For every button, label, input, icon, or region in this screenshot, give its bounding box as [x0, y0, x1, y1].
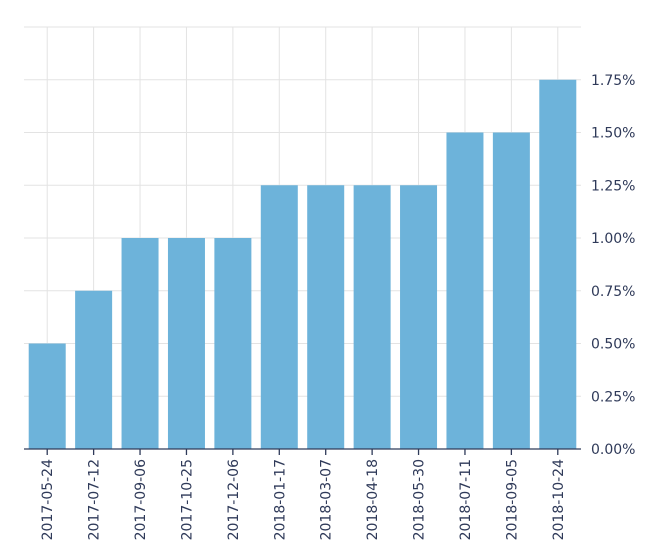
bar-layer — [28, 79, 577, 449]
x-tick-label: 2018-07-11 — [458, 459, 474, 540]
bar-2018-03-07 — [307, 185, 345, 449]
y-tick-label: 1.75% — [591, 73, 635, 89]
x-tick-label: 2017-10-25 — [179, 459, 195, 540]
x-tick-label: 2018-10-24 — [551, 459, 567, 540]
label-layer: 2017-05-24 2017-07-12 2017-09-06 2017-10-25… — [40, 73, 635, 541]
bar-2018-10-24 — [539, 79, 577, 449]
bar-2018-04-18 — [353, 185, 391, 449]
bar-2017-09-06 — [121, 238, 159, 449]
x-tick-label: 2018-04-18 — [365, 459, 381, 540]
x-tick-label: 2017-09-06 — [133, 459, 149, 540]
bar-2018-01-17 — [260, 185, 298, 449]
axis-layer — [24, 448, 581, 455]
y-tick-label: 1.00% — [591, 231, 635, 247]
x-tick-label: 2017-12-06 — [226, 459, 242, 540]
y-tick-label: 1.50% — [591, 126, 635, 142]
bar-2017-12-06 — [214, 238, 252, 449]
bar-2017-07-12 — [75, 290, 113, 449]
y-tick-label: 1.25% — [591, 178, 635, 194]
bar-2018-05-30 — [400, 185, 438, 449]
bar-2017-10-25 — [167, 238, 205, 449]
y-tick-label: 0.25% — [591, 389, 635, 405]
bar-2018-09-05 — [492, 132, 530, 449]
y-tick-label: 0.00% — [591, 442, 635, 458]
y-tick-label: 0.50% — [591, 337, 635, 353]
bar-2017-05-24 — [28, 343, 66, 449]
x-tick-label: 2018-05-30 — [412, 459, 428, 540]
y-tick-label: 0.75% — [591, 284, 635, 300]
x-tick-label: 2018-03-07 — [319, 459, 335, 540]
x-tick-label: 2018-09-05 — [504, 459, 520, 540]
x-tick-label: 2018-01-17 — [272, 459, 288, 540]
x-tick-label: 2017-05-24 — [40, 459, 56, 540]
x-tick-label: 2017-07-12 — [87, 459, 103, 540]
bar-2018-07-11 — [446, 132, 484, 449]
